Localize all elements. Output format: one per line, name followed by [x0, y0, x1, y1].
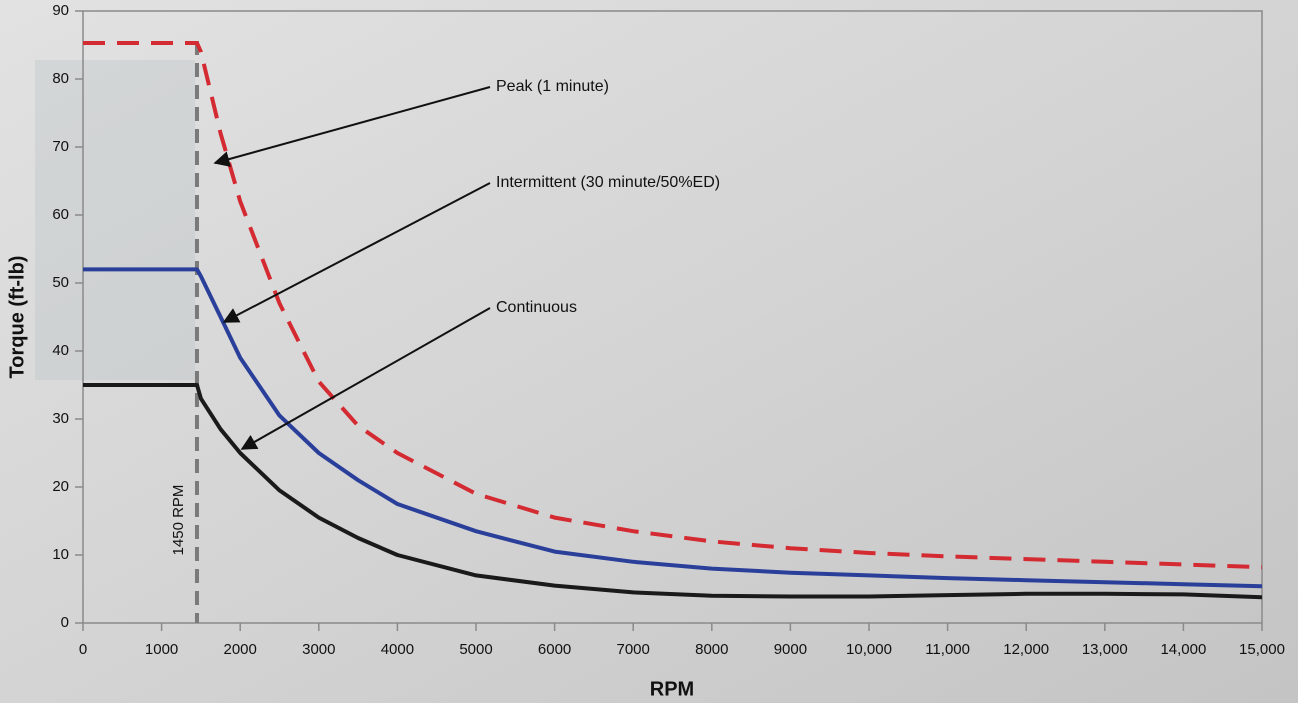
- reference-label: 1450 RPM: [170, 485, 187, 556]
- annotation: Peak (1 minute): [496, 78, 609, 95]
- x-tick-label: 12,000: [1003, 641, 1049, 658]
- y-tick-label: 40: [52, 342, 69, 359]
- x-tick-label: 0: [79, 641, 87, 658]
- x-axis-title: RPM: [650, 678, 694, 700]
- annotation: Intermittent (30 minute/50%ED): [496, 174, 720, 191]
- chart: RPM Torque (ft-lb) 0 10 20 30 40 50 60 70 80 90 0 1…: [0, 0, 1298, 703]
- x-tick-label: 2000: [224, 641, 257, 658]
- y-tick-label: 60: [52, 206, 69, 223]
- y-axis-title: Torque (ft-lb): [6, 256, 28, 379]
- x-tick-label: 11,000: [925, 641, 970, 658]
- y-tick-label: 50: [52, 274, 69, 291]
- x-tick-label: 9000: [774, 641, 807, 658]
- y-tick-label: 10: [52, 546, 69, 563]
- y-tick-label: 0: [61, 614, 69, 631]
- x-tick-label: 13,000: [1082, 641, 1128, 658]
- y-tick-label: 30: [52, 410, 69, 427]
- x-tick-label: 10,000: [846, 641, 892, 658]
- y-tick-label: 20: [52, 478, 69, 495]
- y-tick-label: 70: [52, 138, 69, 155]
- x-tick-label: 15,000: [1239, 641, 1285, 658]
- x-tick-label: 8000: [695, 641, 728, 658]
- page: {"chart_data": { "type": "line", "x_labe…: [0, 0, 1298, 703]
- y-tick-label: 90: [52, 2, 69, 19]
- x-tick-label: 1000: [145, 641, 178, 658]
- x-tick-label: 7000: [617, 641, 650, 658]
- annotation: Continuous: [496, 299, 577, 316]
- x-tick-label: 14,000: [1160, 641, 1206, 658]
- x-tick-label: 3000: [302, 641, 335, 658]
- x-tick-label: 6000: [538, 641, 571, 658]
- y-tick-label: 80: [52, 70, 69, 87]
- x-tick-label: 5000: [459, 641, 492, 658]
- x-tick-label: 4000: [381, 641, 414, 658]
